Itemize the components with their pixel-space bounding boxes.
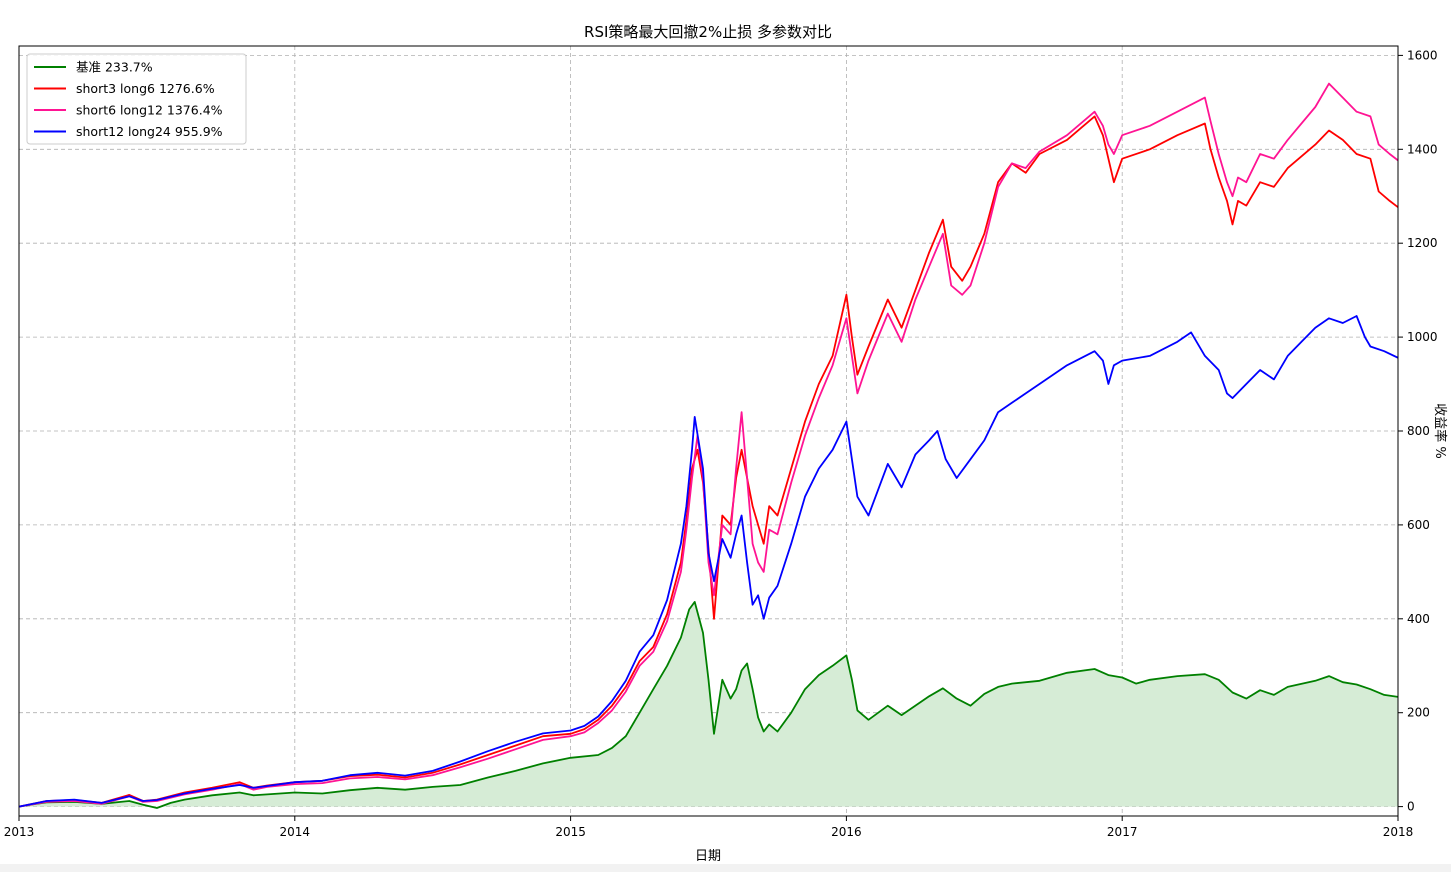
series-lines [18,82,1399,809]
legend-label: short6 long12 1376.4% [76,103,223,118]
legend-label: short12 long24 955.9% [76,124,223,139]
x-axis-ticks: 2013 2014 2015 2016 2017 2018 [4,816,1414,839]
legend-label: short3 long6 1276.6% [76,81,215,96]
y-tick-label: 1600 [1407,48,1438,62]
y-tick-label: 0 [1407,800,1415,814]
y-axis-label: 收益率 % [1432,403,1448,459]
x-tick-label: 2018 [1383,825,1414,839]
y-tick-label: 1000 [1407,330,1438,344]
benchmark-area-fill [19,601,1398,809]
y-tick-label: 1400 [1407,142,1438,156]
series-line-short6-long12 [18,82,1399,808]
x-tick-label: 2017 [1107,825,1138,839]
y-tick-label: 400 [1407,612,1430,626]
x-tick-label: 2015 [555,825,586,839]
benchmark-fill-area [19,601,1398,809]
series-line-short12-long24 [18,315,1399,808]
series-line-benchmark [18,601,1399,809]
y-tick-label: 600 [1407,518,1430,532]
y-axis-ticks: 0 200 400 600 800 1000 1200 1400 1600 [1398,48,1438,814]
x-axis-label: 日期 [695,849,721,864]
x-tick-label: 2016 [831,825,862,839]
x-tick-label: 2013 [4,825,35,839]
chart-title: RSI策略最大回撤2%止损 多参数对比 [584,23,832,41]
legend-box [26,53,247,145]
legend: 基准 233.7% short3 long6 1276.6% short6 long… [26,53,247,145]
window-bottom-strip [0,864,1451,872]
y-tick-label: 1200 [1407,236,1438,250]
series-line-short3-long6 [18,115,1399,808]
y-tick-label: 800 [1407,424,1430,438]
y-tick-label: 200 [1407,706,1430,720]
grid-lines [18,46,1399,816]
legend-label: 基准 233.7% [76,60,153,75]
x-tick-label: 2014 [280,825,311,839]
